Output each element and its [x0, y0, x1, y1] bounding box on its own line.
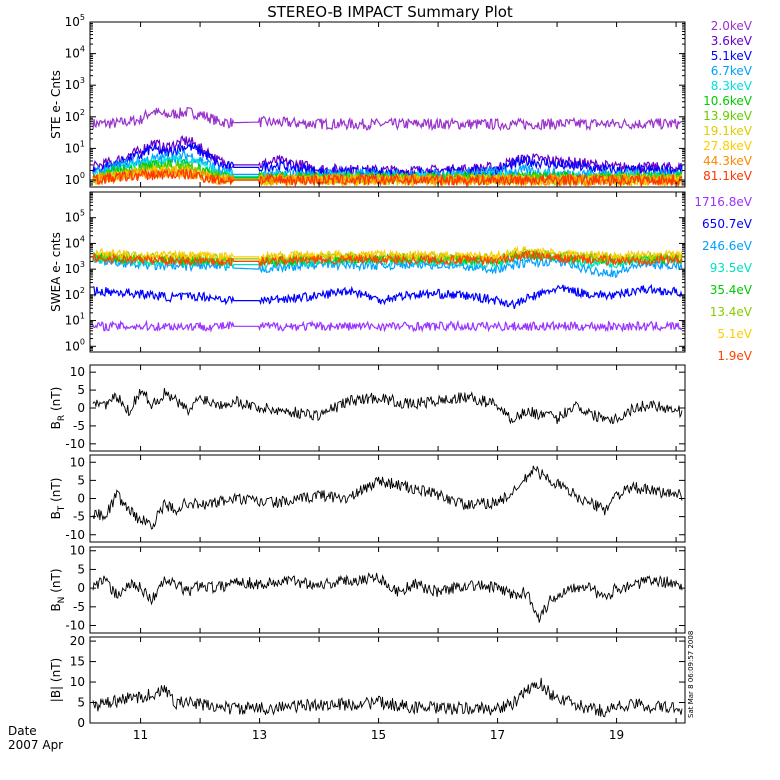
legend-1-4: 35.4eV — [710, 283, 753, 297]
ylabel-5: |B| (nT) — [49, 658, 63, 702]
panel-4-data — [92, 572, 683, 623]
ytick-label-2-4: 10 — [70, 365, 85, 379]
ytick-label-0-2: 102 — [65, 108, 85, 124]
panel-0: 2.0keV3.6keV5.1keV6.7keV8.3keV10.6keV13.… — [49, 13, 753, 188]
ytick-label-4-0: -10 — [65, 619, 85, 633]
series-3-0 — [92, 465, 683, 530]
ylabel-4: BN (nT) — [49, 568, 67, 611]
xtick-label-1: 13 — [252, 728, 267, 742]
xtick-label-0: 11 — [133, 728, 148, 742]
panel-5: 11 13 15 17 19 0 5 10 15 20 |B| (nT) — [49, 634, 686, 742]
legend-0-1: 3.6keV — [711, 34, 753, 48]
date-value: 2007 Apr — [8, 738, 63, 752]
panel-2-frame — [89, 364, 686, 452]
legend-0-5: 10.6keV — [703, 94, 753, 108]
ytick-label-2-3: 5 — [77, 383, 85, 397]
panel-1-data — [92, 245, 683, 333]
xtick-label-3: 17 — [490, 728, 505, 742]
legend-0-2: 5.1keV — [711, 49, 753, 63]
panel-2-data — [92, 388, 683, 425]
legend-0-7: 19.1keV — [703, 124, 753, 138]
ytick-label-1-0: 100 — [65, 337, 85, 353]
ytick-label-2-1: -5 — [73, 419, 85, 433]
legend-0-0: 2.0keV — [711, 19, 753, 33]
legend-1-3: 93.5eV — [710, 261, 753, 275]
ytick-label-3-1: -5 — [73, 510, 85, 524]
panel-5-frame — [89, 636, 686, 724]
panel-4-frame — [89, 546, 686, 634]
series-0-10 — [92, 167, 683, 187]
ytick-label-1-1: 101 — [65, 312, 85, 328]
ytick-label-4-1: -5 — [73, 600, 85, 614]
timestamp: Sat Mar 8 06:09:57 2008 — [687, 631, 695, 718]
legend-0-3: 6.7keV — [711, 64, 753, 78]
date-label: Date — [8, 724, 37, 738]
ytick-label-3-2: 0 — [77, 492, 85, 506]
ytick-label-3-4: 10 — [70, 455, 85, 469]
ytick-label-4-2: 0 — [77, 581, 85, 595]
series-2-0 — [92, 388, 683, 425]
ytick-label-0-0: 100 — [65, 171, 85, 187]
ytick-label-2-2: 0 — [77, 401, 85, 415]
ytick-label-5-3: 15 — [70, 655, 85, 669]
ytick-label-5-4: 20 — [70, 634, 85, 648]
ylabel-1: SWEA e- cnts — [49, 232, 63, 312]
legend-1-1: 650.7eV — [702, 217, 753, 231]
legend-0-9: 44.3keV — [703, 154, 753, 168]
ytick-label-5-0: 0 — [77, 716, 85, 730]
legend-0-10: 81.1keV — [703, 169, 753, 183]
series-0-0 — [92, 106, 683, 132]
legend-1-2: 246.6eV — [702, 239, 753, 253]
ytick-label-3-0: -10 — [65, 528, 85, 542]
series-1-1 — [92, 283, 683, 310]
legend-1-6: 5.1eV — [717, 327, 752, 341]
legend-0-6: 13.9keV — [703, 109, 753, 123]
series-4-0 — [92, 572, 683, 623]
series-1-2 — [92, 254, 683, 278]
ytick-label-5-2: 10 — [70, 675, 85, 689]
xtick-label-4: 19 — [609, 728, 624, 742]
ytick-label-1-3: 103 — [65, 260, 85, 276]
panel-0-frame — [89, 21, 686, 188]
plot-title: STEREO-B IMPACT Summary Plot — [267, 3, 513, 21]
legend-1-7: 1.9eV — [717, 349, 752, 363]
ytick-label-1-2: 102 — [65, 286, 85, 302]
ytick-label-0-5: 105 — [65, 13, 85, 29]
ytick-label-0-4: 104 — [65, 45, 85, 61]
series-1-7 — [92, 249, 683, 268]
legend-1-0: 1716.8eV — [694, 195, 752, 209]
legend-0-8: 27.8keV — [703, 139, 753, 153]
panel-0-data — [92, 106, 683, 187]
panel-3-data — [92, 465, 683, 530]
series-5-0 — [92, 677, 683, 718]
ytick-label-5-1: 5 — [77, 696, 85, 710]
ylabel-0: STE e- Cnts — [49, 70, 63, 139]
ytick-label-1-4: 104 — [65, 234, 85, 250]
ytick-label-0-3: 103 — [65, 76, 85, 92]
legend-1-5: 13.4eV — [710, 305, 753, 319]
panel-5-data — [92, 677, 683, 718]
legend-0-4: 8.3keV — [711, 79, 753, 93]
ytick-label-2-0: -10 — [65, 437, 85, 451]
panel-1: 1716.8eV 650.7eV 246.6eV 93.5eV 35.4eV 13.4eV… — [49, 191, 753, 363]
ylabel-2: BR (nT) — [49, 387, 67, 430]
ytick-label-1-5: 105 — [65, 209, 85, 225]
ylabel-3: BT (nT) — [49, 478, 67, 520]
ytick-label-4-3: 5 — [77, 562, 85, 576]
panel-3-frame — [89, 454, 686, 543]
ytick-label-0-1: 101 — [65, 139, 85, 155]
series-1-0 — [92, 319, 683, 333]
ytick-label-3-3: 5 — [77, 473, 85, 487]
ytick-label-4-4: 10 — [70, 544, 85, 558]
xtick-label-2: 15 — [371, 728, 386, 742]
